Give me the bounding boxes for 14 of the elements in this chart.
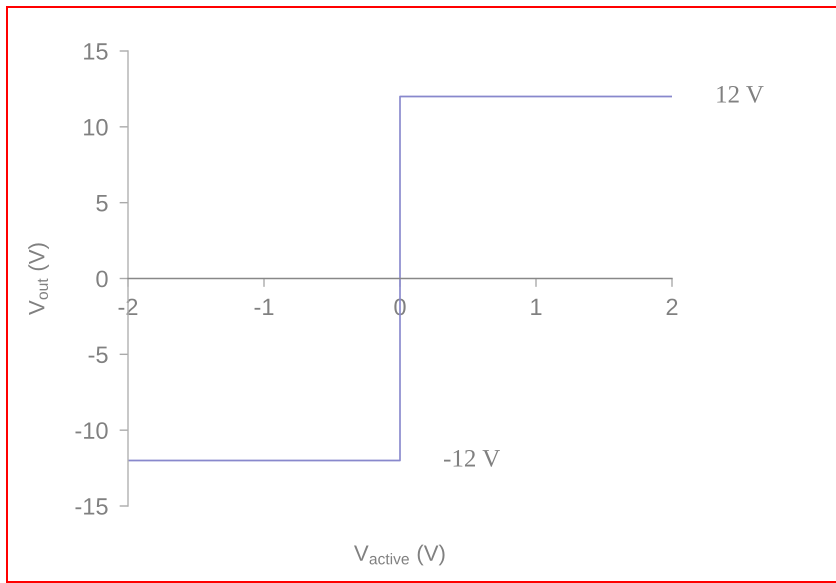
y-axis-title: V$_{out}$ (V) [28, 243, 49, 315]
y-tick-label: -15 [75, 498, 108, 515]
y-tick-label: 10 [84, 118, 108, 136]
y-tick-label: 0 [96, 270, 108, 288]
y-tick-label: -5 [88, 346, 108, 364]
y-tick-label: -10 [75, 422, 108, 439]
y-tick-label: 15 [84, 43, 108, 60]
annotation: 12 V [717, 86, 764, 103]
x-tick-label: -1 [254, 298, 274, 316]
annotation: -12 V [444, 450, 500, 467]
x-tick-label: 1 [531, 298, 542, 316]
x-tick-label: 2 [666, 298, 678, 316]
y-tick-label: 5 [96, 194, 108, 212]
x-axis-title: V$_{active}$ (V) [354, 544, 445, 566]
